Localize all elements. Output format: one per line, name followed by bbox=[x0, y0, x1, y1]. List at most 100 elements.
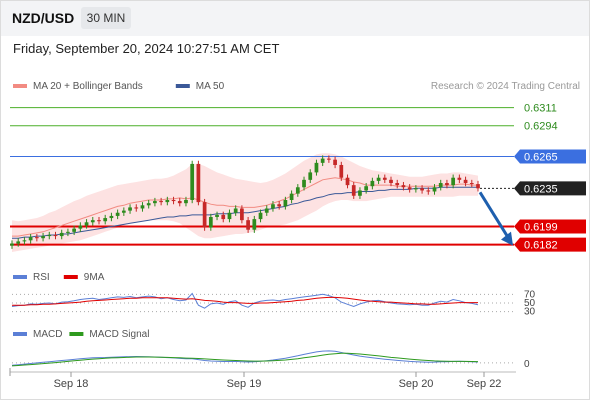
candle-body bbox=[469, 183, 474, 185]
candle-body bbox=[395, 183, 400, 186]
candle-body bbox=[177, 201, 182, 204]
rsi-ma-line bbox=[12, 296, 478, 306]
candle-body bbox=[72, 228, 76, 232]
candle-body bbox=[215, 214, 219, 217]
macd-zero-label: 0 bbox=[524, 359, 530, 370]
candle-body bbox=[314, 162, 319, 173]
candle-body bbox=[34, 237, 39, 239]
candle-body bbox=[289, 193, 294, 200]
candle-body bbox=[420, 188, 424, 191]
candle-body bbox=[389, 179, 393, 184]
rsi-level-label-0: 70 bbox=[524, 289, 536, 300]
candle-body bbox=[159, 201, 163, 203]
candle-body bbox=[90, 220, 95, 223]
candle-body bbox=[370, 180, 375, 187]
candle-body bbox=[320, 158, 325, 163]
candle-body bbox=[345, 177, 350, 186]
ma20-line bbox=[12, 177, 478, 237]
candle-body bbox=[407, 187, 412, 190]
candle-body bbox=[190, 163, 195, 200]
candle-body bbox=[376, 177, 381, 181]
candle-body bbox=[227, 212, 232, 220]
candle-body bbox=[302, 179, 306, 188]
candle-body bbox=[432, 187, 437, 192]
candle-body bbox=[333, 159, 337, 165]
candle-body bbox=[308, 172, 313, 180]
candle-body bbox=[240, 208, 244, 221]
candle-body bbox=[277, 204, 282, 207]
level-tag-3 bbox=[514, 181, 586, 196]
candle-body bbox=[401, 185, 406, 188]
candle-body bbox=[382, 177, 387, 180]
candle-body bbox=[351, 185, 356, 196]
candle-body bbox=[109, 215, 114, 219]
macd-signal-line bbox=[11, 352, 479, 367]
timeframe-button[interactable]: 30 MIN bbox=[81, 7, 131, 29]
candle-body bbox=[115, 212, 120, 216]
macd-legend-label-1: MACD Signal bbox=[89, 329, 149, 340]
candle-body bbox=[258, 212, 263, 220]
candle-body bbox=[103, 218, 108, 222]
legend-swatch-1 bbox=[175, 84, 190, 88]
candle-body bbox=[457, 177, 462, 180]
level-label-3: 0.6235 bbox=[524, 183, 558, 195]
candle-body bbox=[41, 236, 45, 239]
level-tag-2 bbox=[514, 149, 586, 164]
rsi-legend-swatch-0 bbox=[13, 275, 27, 279]
macd-line bbox=[11, 350, 479, 366]
candle-body bbox=[202, 202, 207, 228]
candle-body bbox=[426, 190, 431, 192]
candle-body bbox=[208, 216, 213, 228]
candle-body bbox=[121, 210, 126, 213]
candle-body bbox=[153, 201, 157, 204]
candle-body bbox=[140, 205, 145, 209]
candle-body bbox=[295, 187, 300, 194]
x-tick-label-0: Sep 18 bbox=[54, 378, 89, 390]
candle-body bbox=[283, 200, 288, 207]
candle-body bbox=[364, 186, 369, 191]
candle-body bbox=[327, 158, 331, 160]
bollinger-band-fill bbox=[12, 153, 478, 252]
candle-body bbox=[445, 183, 449, 186]
rsi-legend-swatch-1 bbox=[63, 275, 78, 279]
candle-body bbox=[97, 220, 101, 222]
candle-body bbox=[128, 207, 132, 211]
candle-body bbox=[463, 179, 468, 184]
candle-body bbox=[16, 241, 21, 244]
candle-body bbox=[146, 203, 151, 206]
rsi-level-label-1: 50 bbox=[524, 298, 536, 309]
legend-swatch-0 bbox=[13, 84, 27, 88]
watermark: Research © 2024 Trading Central bbox=[431, 81, 580, 92]
candle-body bbox=[451, 177, 456, 186]
level-tag-5 bbox=[514, 237, 586, 252]
forecast-arrow-head bbox=[501, 231, 513, 246]
candle-body bbox=[10, 243, 14, 246]
macd-legend-swatch-1 bbox=[69, 332, 84, 336]
candle-body bbox=[271, 204, 275, 209]
rsi-line bbox=[11, 292, 479, 309]
candle-body bbox=[476, 184, 480, 189]
candle-body bbox=[59, 232, 64, 237]
candle-body bbox=[171, 200, 176, 202]
candle-body bbox=[196, 163, 201, 203]
level-label-4: 0.6199 bbox=[524, 222, 558, 234]
candle-body bbox=[28, 237, 33, 241]
candle-body bbox=[221, 214, 226, 220]
symbol-title: NZD/USD bbox=[12, 10, 75, 26]
candle-body bbox=[84, 222, 89, 226]
level-label-5: 0.6182 bbox=[524, 240, 558, 252]
level-tag-4 bbox=[514, 219, 586, 234]
candle-body bbox=[252, 219, 257, 230]
candle-body bbox=[233, 208, 238, 213]
candle-body bbox=[165, 200, 170, 203]
candle-body bbox=[264, 208, 269, 213]
candle-body bbox=[358, 190, 362, 196]
macd-legend-label-0: MACD bbox=[33, 329, 62, 340]
x-tick-label-1: Sep 19 bbox=[227, 378, 262, 390]
candle-body bbox=[246, 220, 250, 230]
rsi-level-label-2: 30 bbox=[524, 307, 536, 318]
level-label-1: 0.6294 bbox=[524, 121, 558, 133]
ma50-line bbox=[12, 186, 478, 239]
candle-body bbox=[438, 183, 443, 188]
